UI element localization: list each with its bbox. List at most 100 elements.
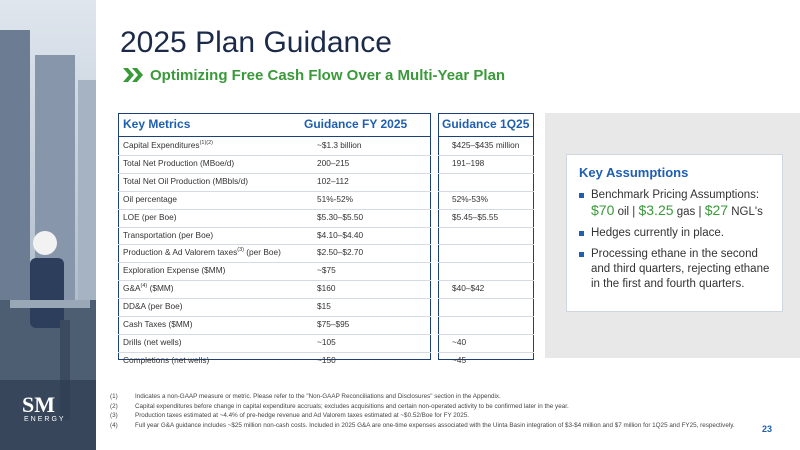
label: Transportation (per Boe) — [123, 229, 214, 240]
fy-guidance: ~$1.3 billion — [317, 140, 362, 150]
footnote-text: Full year G&A guidance includes ~$25 mil… — [135, 421, 735, 429]
row-label: Cash Taxes ($MM) — [123, 319, 192, 329]
row-rule — [438, 190, 534, 192]
separator: | — [698, 206, 702, 218]
footnote-num: (1) — [110, 393, 118, 400]
logo-mark: SM — [22, 392, 55, 417]
header-rule — [438, 136, 534, 137]
q1-guidance: 191–198 — [452, 157, 485, 168]
footnote-text: Production taxes estimated at ~4.4% of p… — [135, 412, 470, 419]
label: Production & Ad Valorem taxes — [123, 247, 238, 258]
row-label: Oil percentage — [123, 194, 177, 204]
label: Drills (net wells) — [123, 336, 182, 347]
footnote-ref: (1)(2) — [199, 140, 214, 147]
footnote-text: Capital expenditures before change in ca… — [135, 402, 569, 410]
fy-guidance: 200–215 — [317, 157, 350, 168]
row-rule — [438, 333, 534, 335]
fy-guidance: ~105 — [317, 336, 336, 347]
row-label: Exploration Expense ($MM) — [123, 265, 225, 275]
row-label: Total Net Production (MBoe/d) — [123, 158, 234, 168]
row-rule — [118, 154, 431, 156]
bullet-text: Benchmark Pricing Assumptions: — [591, 189, 760, 201]
row-rule — [438, 351, 534, 353]
row-rule — [438, 316, 534, 317]
fy-guidance: $160 — [317, 283, 336, 294]
header-rule — [118, 136, 431, 137]
row-rule — [118, 172, 431, 174]
row-label: Completions (net wells) — [123, 355, 209, 365]
separator: | — [632, 206, 636, 218]
footnote-num: (3) — [110, 412, 118, 419]
assumptions-card: Key Assumptions Benchmark Pricing Assump… — [566, 154, 783, 312]
bullet-text: Hedges currently in place. — [591, 227, 724, 239]
row-rule — [438, 154, 534, 156]
footnote-ref: (4) — [140, 283, 148, 290]
photo — [0, 0, 96, 450]
label: Total Net Production (MBoe/d) — [123, 157, 235, 168]
label: Exploration Expense ($MM) — [123, 265, 226, 276]
row-label: Drills (net wells) — [123, 337, 182, 347]
fy-guidance: $4.10–$4.40 — [317, 229, 364, 240]
chevrons — [123, 68, 143, 82]
fy-guidance: 102–112 — [317, 175, 349, 186]
label: Cash Taxes ($MM) — [123, 319, 193, 329]
label: Capital Expenditures — [123, 140, 200, 150]
label: Oil percentage — [123, 193, 177, 204]
label: (per Boe) — [246, 247, 281, 258]
q1-guidance: $425–$435 million — [452, 140, 520, 150]
fy-guidance: ~150 — [317, 354, 336, 365]
row-label: DD&A (per Boe) — [123, 301, 182, 311]
q1-guidance: $5.45–$5.55 — [452, 211, 499, 222]
row-rule — [438, 298, 534, 300]
label: LOE (per Boe) — [123, 211, 177, 222]
label: G&A — [123, 283, 141, 294]
row-rule — [118, 244, 431, 246]
label: Completions (net wells) — [123, 354, 210, 365]
subtitle: Optimizing Free Cash Flow Over a Multi-Y… — [150, 67, 506, 84]
label: Total Net Oil Production (MBbls/d) — [123, 175, 248, 186]
price: $27 — [704, 202, 729, 218]
row-rule — [438, 208, 534, 210]
column-header: Guidance FY 2025 — [304, 117, 408, 131]
row-rule — [118, 226, 431, 228]
price-unit: gas — [676, 206, 696, 218]
q1-guidance: ~40 — [452, 336, 467, 347]
logo-name: ENERGY — [24, 416, 66, 423]
footnote-num: (4) — [110, 421, 118, 429]
footnote-num: (2) — [110, 402, 118, 410]
row-rule — [438, 244, 534, 246]
row-rule — [118, 190, 431, 192]
row-rule — [438, 280, 534, 282]
row-rule — [118, 208, 431, 210]
price: $70 — [591, 202, 615, 218]
row-rule — [438, 262, 534, 264]
row-rule — [118, 280, 431, 282]
row-label: G&A(4) ($MM) — [123, 283, 174, 293]
page-number: 23 — [762, 424, 773, 434]
label: DD&A (per Boe) — [123, 301, 183, 312]
row-label: Capital Expenditures(1)(2) — [123, 140, 213, 150]
bullet-text: Processing ethane in the second and thir… — [591, 248, 770, 290]
bullet: Benchmark Pricing Assumptions: $70 oil |… — [579, 188, 770, 220]
row-rule — [118, 351, 431, 353]
row-rule — [438, 226, 534, 228]
column-header: Key Metrics — [123, 117, 191, 131]
fy-guidance: $5.30–$5.50 — [317, 211, 364, 222]
row-rule — [118, 333, 431, 335]
assumptions-title: Key Assumptions — [579, 165, 689, 180]
row-rule — [438, 172, 534, 174]
row-label: Production & Ad Valorem taxes(3) (per Bo… — [123, 247, 281, 257]
row-rule — [118, 298, 431, 300]
price: $3.25 — [638, 202, 674, 218]
price-unit: oil — [617, 206, 630, 218]
q1-guidance: ~45 — [452, 354, 467, 365]
fy-guidance: $2.50–$2.70 — [317, 247, 364, 258]
row-label: Total Net Oil Production (MBbls/d) — [123, 176, 248, 186]
price-unit: NGL's — [731, 206, 763, 218]
footnote-text: Indicates a non-GAAP measure or metric. … — [135, 393, 501, 400]
footnote-ref: (3) — [237, 247, 244, 254]
fy-guidance: ~$75 — [317, 265, 336, 276]
fy-guidance: $15 — [317, 301, 331, 312]
row-rule — [118, 316, 431, 317]
bullet: Hedges currently in place. — [579, 226, 770, 241]
